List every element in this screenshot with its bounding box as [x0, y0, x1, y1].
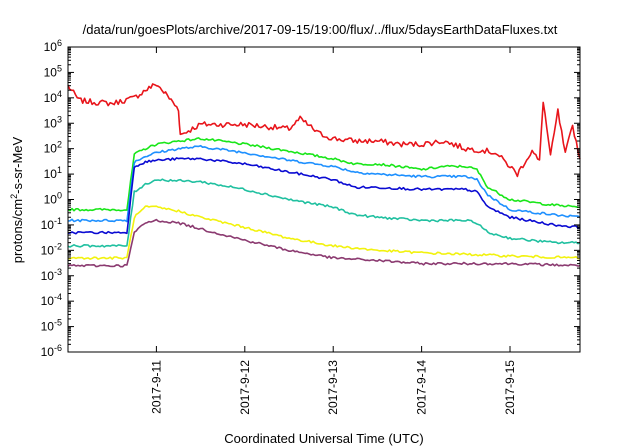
y-tick-label-exp: -2 [54, 241, 62, 251]
y-tick-label: 10-4 [41, 292, 62, 308]
series-line-5 [67, 178, 581, 248]
y-tick-label: 10-1 [41, 216, 62, 232]
x-tick-label: 2017-9-12 [238, 360, 252, 415]
y-tick-label-exp: 6 [57, 38, 62, 48]
y-tick-label: 10-2 [41, 241, 62, 257]
y-tick-label: 106 [44, 38, 62, 54]
y-axis-label-base: protons/cm [10, 199, 25, 263]
y-tick-label-base: 10 [44, 142, 58, 156]
y-tick-label-base: 10 [44, 116, 58, 130]
y-tick-label-base: 10 [44, 167, 58, 181]
y-tick-label-base: 10 [41, 345, 55, 359]
y-tick-label-exp: 2 [57, 140, 62, 150]
series-layer [67, 83, 581, 268]
axis-layer: 10-610-510-410-310-210-11001011021031041… [41, 38, 580, 415]
y-tick-label: 103 [44, 114, 62, 130]
y-tick-label-exp: -3 [54, 267, 62, 277]
series-line-1 [67, 83, 581, 178]
y-axis-label-sup: 2 [9, 194, 19, 199]
y-tick-label-base: 10 [44, 40, 58, 54]
x-axis-label: Coordinated Universal Time (UTC) [224, 431, 423, 446]
y-tick-label: 102 [44, 140, 62, 156]
y-tick-label: 10-6 [41, 343, 62, 359]
y-tick-label: 10-3 [41, 267, 62, 283]
y-tick-label-exp: -1 [54, 216, 62, 226]
y-tick-label: 100 [44, 191, 62, 207]
y-tick-label-exp: -4 [54, 292, 62, 302]
y-tick-label-base: 10 [41, 218, 55, 232]
y-tick-label-base: 10 [44, 91, 58, 105]
y-axis-label-rest: -s-sr-MeV [10, 136, 25, 193]
chart-title: /data/run/goesPlots/archive/2017-09-15/1… [83, 22, 558, 37]
y-tick-label: 101 [44, 165, 62, 181]
y-tick-label-exp: 5 [57, 63, 62, 73]
y-tick-label-exp: -5 [54, 318, 62, 328]
y-tick-label-base: 10 [41, 294, 55, 308]
y-tick-label-base: 10 [44, 193, 58, 207]
y-tick-label-exp: 1 [57, 165, 62, 175]
y-tick-label: 105 [44, 63, 62, 79]
x-tick-label: 2017-9-13 [326, 360, 340, 415]
y-tick-label-base: 10 [41, 243, 55, 257]
y-tick-label-base: 10 [44, 65, 58, 79]
y-tick-label-base: 10 [41, 320, 55, 334]
series-line-6 [67, 205, 581, 260]
series-line-3 [67, 144, 581, 223]
y-tick-label-base: 10 [41, 269, 55, 283]
y-tick-label-exp: 0 [57, 191, 62, 201]
y-tick-label-exp: -6 [54, 343, 62, 353]
series-line-7 [67, 218, 581, 268]
x-tick-label: 2017-9-14 [415, 360, 429, 415]
y-tick-label-exp: 4 [57, 89, 62, 99]
x-tick-label: 2017-9-11 [149, 360, 163, 414]
x-tick-label: 2017-9-15 [503, 360, 517, 415]
series-line-4 [67, 157, 581, 235]
y-tick-label: 10-5 [41, 318, 62, 334]
series-line-2 [67, 137, 581, 212]
y-tick-label-exp: 3 [57, 114, 62, 124]
y-axis-label: protons/cm2-s-sr-MeV [9, 136, 25, 263]
y-tick-label: 104 [44, 89, 62, 105]
